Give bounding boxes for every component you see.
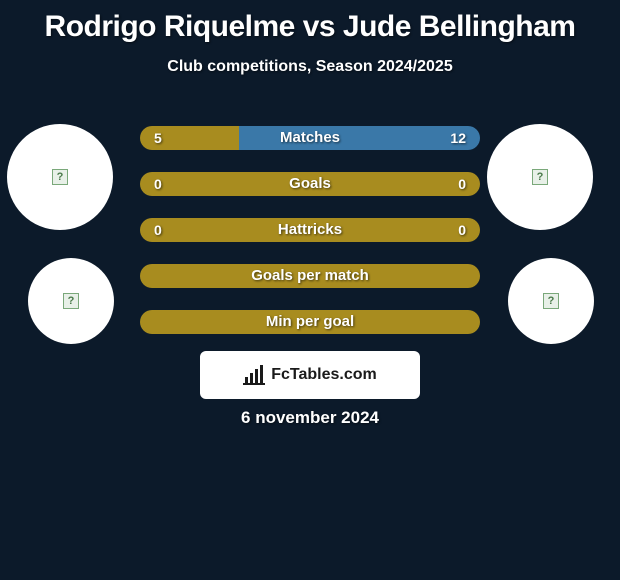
stat-label: Min per goal <box>140 310 480 334</box>
stat-value-player2: 0 <box>458 218 466 242</box>
stat-label: Goals <box>140 172 480 196</box>
player1-photo <box>28 258 114 344</box>
date-line: 6 november 2024 <box>0 408 620 428</box>
stat-label: Goals per match <box>140 264 480 288</box>
comparison-bars: Matches512Goals00Hattricks00Goals per ma… <box>140 126 480 356</box>
stat-bar: Min per goal <box>140 310 480 334</box>
stat-bar: Hattricks0 0 <box>140 218 480 242</box>
bars-chart-icon <box>243 365 267 385</box>
missing-image-icon <box>532 169 548 185</box>
stat-bar: Matches5 12 <box>140 126 480 150</box>
attribution-text: FcTables.com <box>271 366 377 384</box>
stat-bar: Goals per match <box>140 264 480 288</box>
page-title: Rodrigo Riquelme vs Jude Bellingham <box>0 0 620 44</box>
player2-photo <box>508 258 594 344</box>
player1-club-logo <box>7 124 113 230</box>
subtitle: Club competitions, Season 2024/2025 <box>0 58 620 76</box>
stat-value-player2: 12 <box>450 126 466 150</box>
player2-club-logo <box>487 124 593 230</box>
missing-image-icon <box>543 293 559 309</box>
stat-value-player1: 0 <box>154 218 162 242</box>
attribution-badge[interactable]: FcTables.com <box>200 351 420 399</box>
stat-value-player1: 5 <box>154 126 162 150</box>
stat-value-player1: 0 <box>154 172 162 196</box>
missing-image-icon <box>52 169 68 185</box>
stat-label: Hattricks <box>140 218 480 242</box>
stat-label: Matches <box>140 126 480 150</box>
missing-image-icon <box>63 293 79 309</box>
stat-bar: Goals0 0 <box>140 172 480 196</box>
stat-value-player2: 0 <box>458 172 466 196</box>
